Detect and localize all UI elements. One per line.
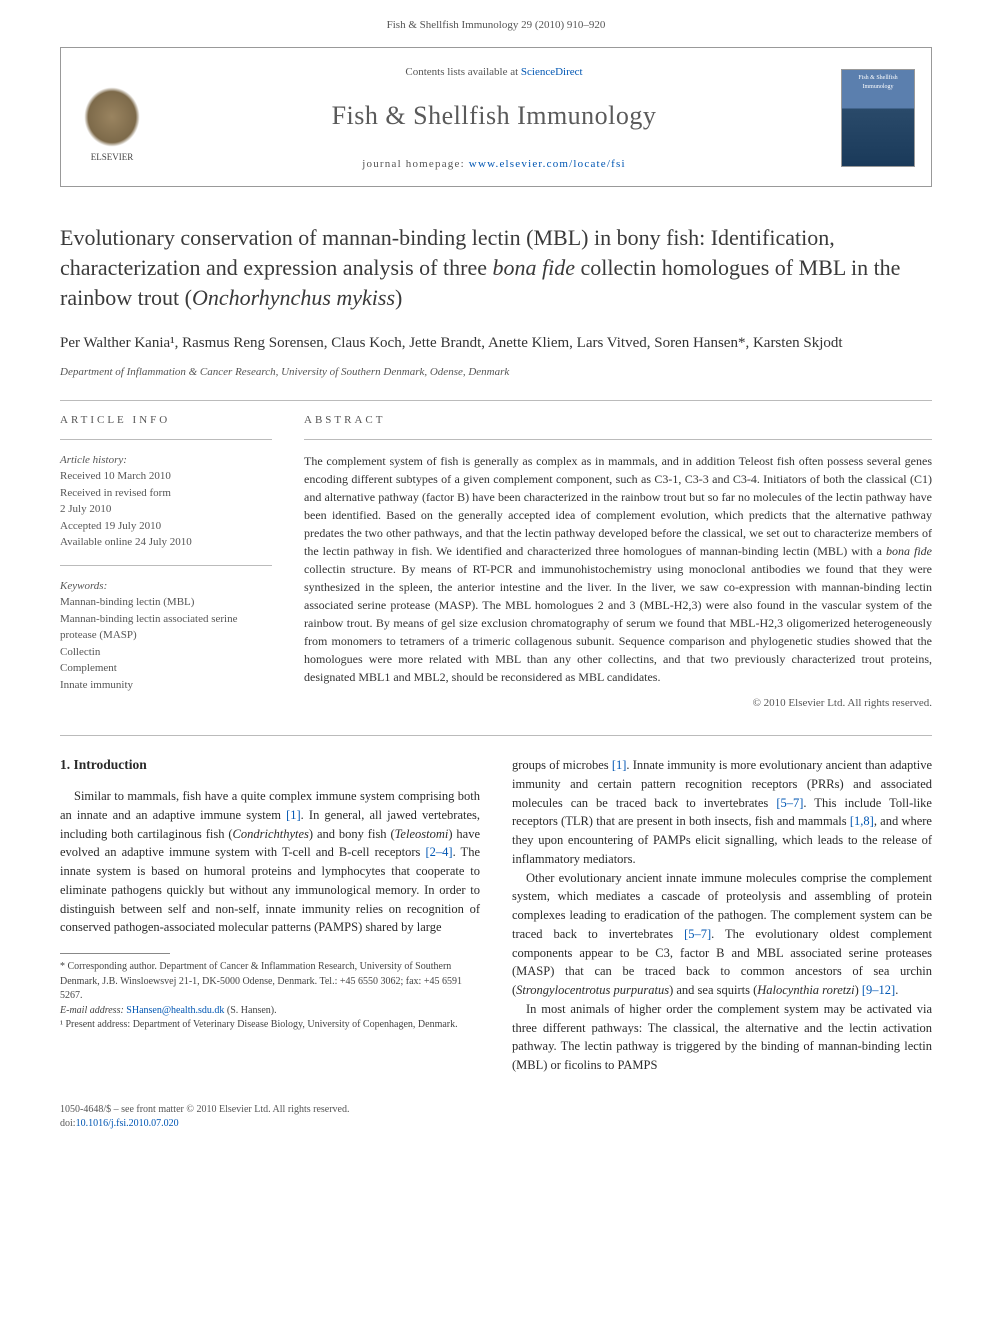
journal-cover-thumbnail: Fish & Shellfish Immunology — [841, 69, 915, 167]
publisher-logo: ELSEVIER — [77, 73, 147, 163]
corresponding-author-note: * Corresponding author. Department of Ca… — [60, 960, 480, 1004]
divider — [60, 400, 932, 401]
article-history-block: Article history: Received 10 March 2010 … — [60, 452, 272, 551]
paragraph: groups of microbes [1]. Innate immunity … — [512, 756, 932, 869]
page-footer: 1050-4648/$ – see front matter © 2010 El… — [0, 1095, 992, 1151]
homepage-url-link[interactable]: www.elsevier.com/locate/fsi — [469, 158, 626, 170]
author-email-link[interactable]: SHansen@health.sdu.dk — [126, 1005, 224, 1016]
elsevier-tree-icon — [84, 87, 140, 147]
present-address-note: ¹ Present address: Department of Veterin… — [60, 1018, 480, 1033]
journal-homepage-line: journal homepage: www.elsevier.com/locat… — [159, 157, 829, 172]
article-info-column: ARTICLE INFO Article history: Received 1… — [60, 413, 272, 711]
footnote-separator — [60, 953, 170, 954]
author-list: Per Walther Kania¹, Rasmus Reng Sorensen… — [60, 332, 932, 355]
journal-name: Fish & Shellfish Immunology — [159, 98, 829, 134]
history-label: Article history: — [60, 452, 272, 469]
article-title: Evolutionary conservation of mannan-bind… — [60, 223, 932, 312]
keywords-block: Keywords: Mannan-binding lectin (MBL) Ma… — [60, 578, 272, 694]
left-column: 1. Introduction Similar to mammals, fish… — [60, 756, 480, 1075]
issn-line: 1050-4648/$ – see front matter © 2010 El… — [60, 1103, 932, 1117]
paragraph: Other evolutionary ancient innate immune… — [512, 869, 932, 1000]
header-center: Contents lists available at ScienceDirec… — [147, 65, 841, 172]
email-line: E-mail address: SHansen@health.sdu.dk (S… — [60, 1004, 480, 1019]
sciencedirect-link[interactable]: ScienceDirect — [521, 66, 583, 78]
paragraph: Similar to mammals, fish have a quite co… — [60, 787, 480, 937]
article-info-label: ARTICLE INFO — [60, 413, 272, 428]
right-column: groups of microbes [1]. Innate immunity … — [512, 756, 932, 1075]
keywords-label: Keywords: — [60, 578, 272, 595]
page-header: Fish & Shellfish Immunology 29 (2010) 91… — [0, 0, 992, 195]
doi-link[interactable]: 10.1016/j.fsi.2010.07.020 — [76, 1118, 179, 1129]
journal-reference: Fish & Shellfish Immunology 29 (2010) 91… — [60, 18, 932, 33]
footnotes: * Corresponding author. Department of Ca… — [60, 960, 480, 1033]
divider — [60, 735, 932, 736]
contents-available-line: Contents lists available at ScienceDirec… — [159, 65, 829, 80]
journal-header-box: ELSEVIER Contents lists available at Sci… — [60, 47, 932, 187]
publisher-name: ELSEVIER — [91, 151, 134, 164]
abstract-copyright: © 2010 Elsevier Ltd. All rights reserved… — [304, 696, 932, 711]
abstract-text: The complement system of fish is general… — [304, 452, 932, 686]
abstract-label: ABSTRACT — [304, 413, 932, 428]
body-columns: 1. Introduction Similar to mammals, fish… — [60, 756, 932, 1075]
paragraph: In most animals of higher order the comp… — [512, 1000, 932, 1075]
article-body: Evolutionary conservation of mannan-bind… — [0, 195, 992, 1094]
section-heading: 1. Introduction — [60, 756, 480, 775]
info-abstract-row: ARTICLE INFO Article history: Received 1… — [60, 413, 932, 711]
doi-line: doi:10.1016/j.fsi.2010.07.020 — [60, 1117, 932, 1131]
abstract-column: ABSTRACT The complement system of fish i… — [304, 413, 932, 711]
affiliation: Department of Inflammation & Cancer Rese… — [60, 365, 932, 380]
